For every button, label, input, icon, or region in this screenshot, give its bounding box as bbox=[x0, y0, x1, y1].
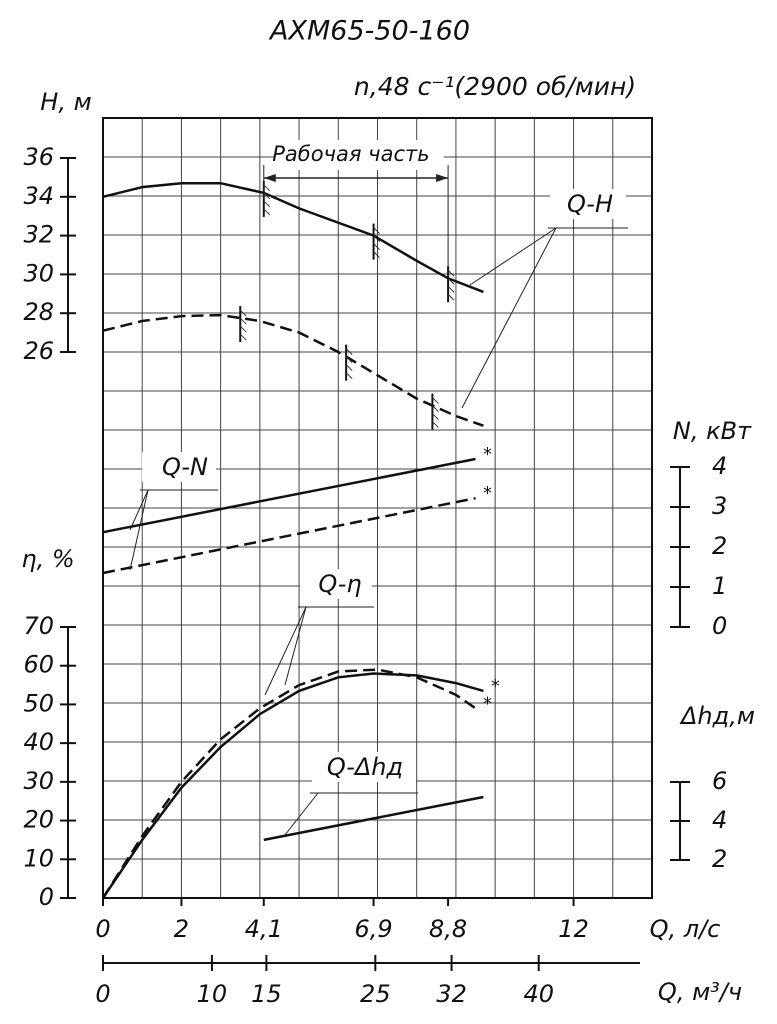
x2-tick-label: 32 bbox=[436, 980, 467, 1008]
curve-label: Q-N bbox=[162, 453, 208, 481]
annotation: Рабочая часть bbox=[272, 142, 429, 166]
x2-tick-label: 40 bbox=[523, 980, 554, 1008]
curve-line bbox=[101, 672, 484, 899]
plot-frame bbox=[102, 117, 653, 899]
end-mark: * bbox=[483, 483, 492, 504]
x-tick-label: 8,8 bbox=[429, 915, 467, 943]
curve-line bbox=[101, 668, 477, 899]
y-tick-label: 0 bbox=[712, 612, 727, 640]
y-tick-label: 40 bbox=[23, 728, 54, 756]
y-tick-label: 28 bbox=[23, 298, 54, 326]
hatch bbox=[345, 372, 353, 380]
chart-subtitle: n,48 с⁻¹(2900 об/мин) bbox=[354, 72, 636, 101]
x-axis-label: Q, л/с bbox=[650, 915, 721, 943]
curve-line bbox=[102, 181, 484, 294]
y-tick-label: 34 bbox=[23, 182, 54, 210]
end-mark: * bbox=[491, 676, 500, 697]
x-tick-label: 4,1 bbox=[245, 915, 283, 943]
y-tick-label: 10 bbox=[23, 844, 54, 872]
x-tick-label: 2 bbox=[174, 915, 189, 943]
x-tick-label: 0 bbox=[95, 915, 110, 943]
leader-line bbox=[129, 489, 149, 531]
hatch bbox=[345, 356, 353, 364]
y-tick-label: 30 bbox=[23, 259, 54, 287]
label-bg bbox=[300, 569, 372, 599]
y-tick-label: 6 bbox=[712, 767, 727, 795]
y-tick-label: 36 bbox=[23, 143, 54, 171]
leader-line bbox=[461, 227, 557, 409]
hatch bbox=[432, 405, 439, 412]
end-mark: * bbox=[483, 693, 492, 714]
x2-tick-label: 0 bbox=[95, 980, 110, 1008]
y-tick-label: 32 bbox=[23, 221, 54, 249]
hatch bbox=[447, 285, 455, 293]
hatch bbox=[263, 184, 271, 192]
y-tick-label: 60 bbox=[23, 651, 54, 679]
x2-axis-label: Q, м³/ч bbox=[658, 978, 742, 1006]
hatch bbox=[373, 243, 380, 250]
y-tick-label: 1 bbox=[712, 572, 727, 600]
y-axis-label: H, м bbox=[40, 88, 91, 116]
label-bg bbox=[550, 189, 626, 219]
hatch bbox=[263, 208, 271, 216]
end-mark: * bbox=[483, 444, 492, 465]
y-tick-label: 50 bbox=[23, 689, 54, 717]
hatch bbox=[239, 325, 247, 333]
label-bg bbox=[312, 752, 416, 782]
hatch bbox=[345, 348, 353, 356]
hatch bbox=[373, 235, 380, 242]
leader-line bbox=[284, 606, 307, 686]
x-tick-label: 6,9 bbox=[354, 915, 392, 943]
leader-line bbox=[284, 792, 319, 836]
curve-line bbox=[102, 496, 476, 575]
x2-tick-label: 15 bbox=[251, 980, 282, 1008]
hatch bbox=[239, 309, 247, 317]
hatch bbox=[432, 397, 439, 404]
y-axis-label: η, % bbox=[21, 545, 74, 573]
hatch bbox=[345, 364, 353, 372]
curve-label: Q-H bbox=[567, 190, 613, 218]
y-tick-label: 26 bbox=[23, 337, 54, 365]
y-tick-label: 2 bbox=[712, 532, 727, 560]
leader-line bbox=[264, 606, 307, 696]
hatch bbox=[263, 200, 271, 208]
hatch bbox=[373, 251, 380, 258]
leader-line bbox=[469, 227, 557, 286]
y-tick-label: 70 bbox=[23, 612, 54, 640]
y-axis-label: N, кВт bbox=[673, 417, 752, 445]
y-tick-label: 4 bbox=[712, 806, 727, 834]
y-tick-label: 2 bbox=[712, 845, 727, 873]
hatch bbox=[263, 192, 271, 200]
hatch bbox=[447, 293, 455, 301]
annotation-bg bbox=[273, 140, 444, 170]
hatch bbox=[447, 269, 455, 277]
y-tick-label: 4 bbox=[712, 452, 727, 480]
curve-line bbox=[102, 313, 484, 427]
label-bg bbox=[142, 452, 216, 482]
x-tick-label: 12 bbox=[558, 915, 589, 943]
chart-title: АХМ65-50-160 bbox=[268, 16, 470, 47]
x2-tick-label: 25 bbox=[360, 980, 391, 1008]
y-tick-label: 0 bbox=[39, 883, 54, 911]
x2-tick-label: 10 bbox=[197, 980, 228, 1008]
hatch bbox=[447, 277, 455, 285]
hatch bbox=[239, 333, 247, 341]
hatch bbox=[373, 227, 380, 234]
curve-label: Q-η bbox=[318, 570, 361, 598]
hatch bbox=[432, 413, 439, 420]
curve-line bbox=[102, 457, 476, 534]
curve-label: Q-Δhд bbox=[327, 753, 403, 781]
y-tick-label: 3 bbox=[712, 492, 727, 520]
leader-line bbox=[129, 489, 149, 571]
curve-line bbox=[263, 795, 484, 842]
y-axis-label: Δhд,м bbox=[679, 702, 755, 730]
y-tick-label: 20 bbox=[23, 806, 54, 834]
hatch bbox=[432, 421, 439, 428]
y-tick-label: 30 bbox=[23, 767, 54, 795]
hatch bbox=[239, 317, 247, 325]
